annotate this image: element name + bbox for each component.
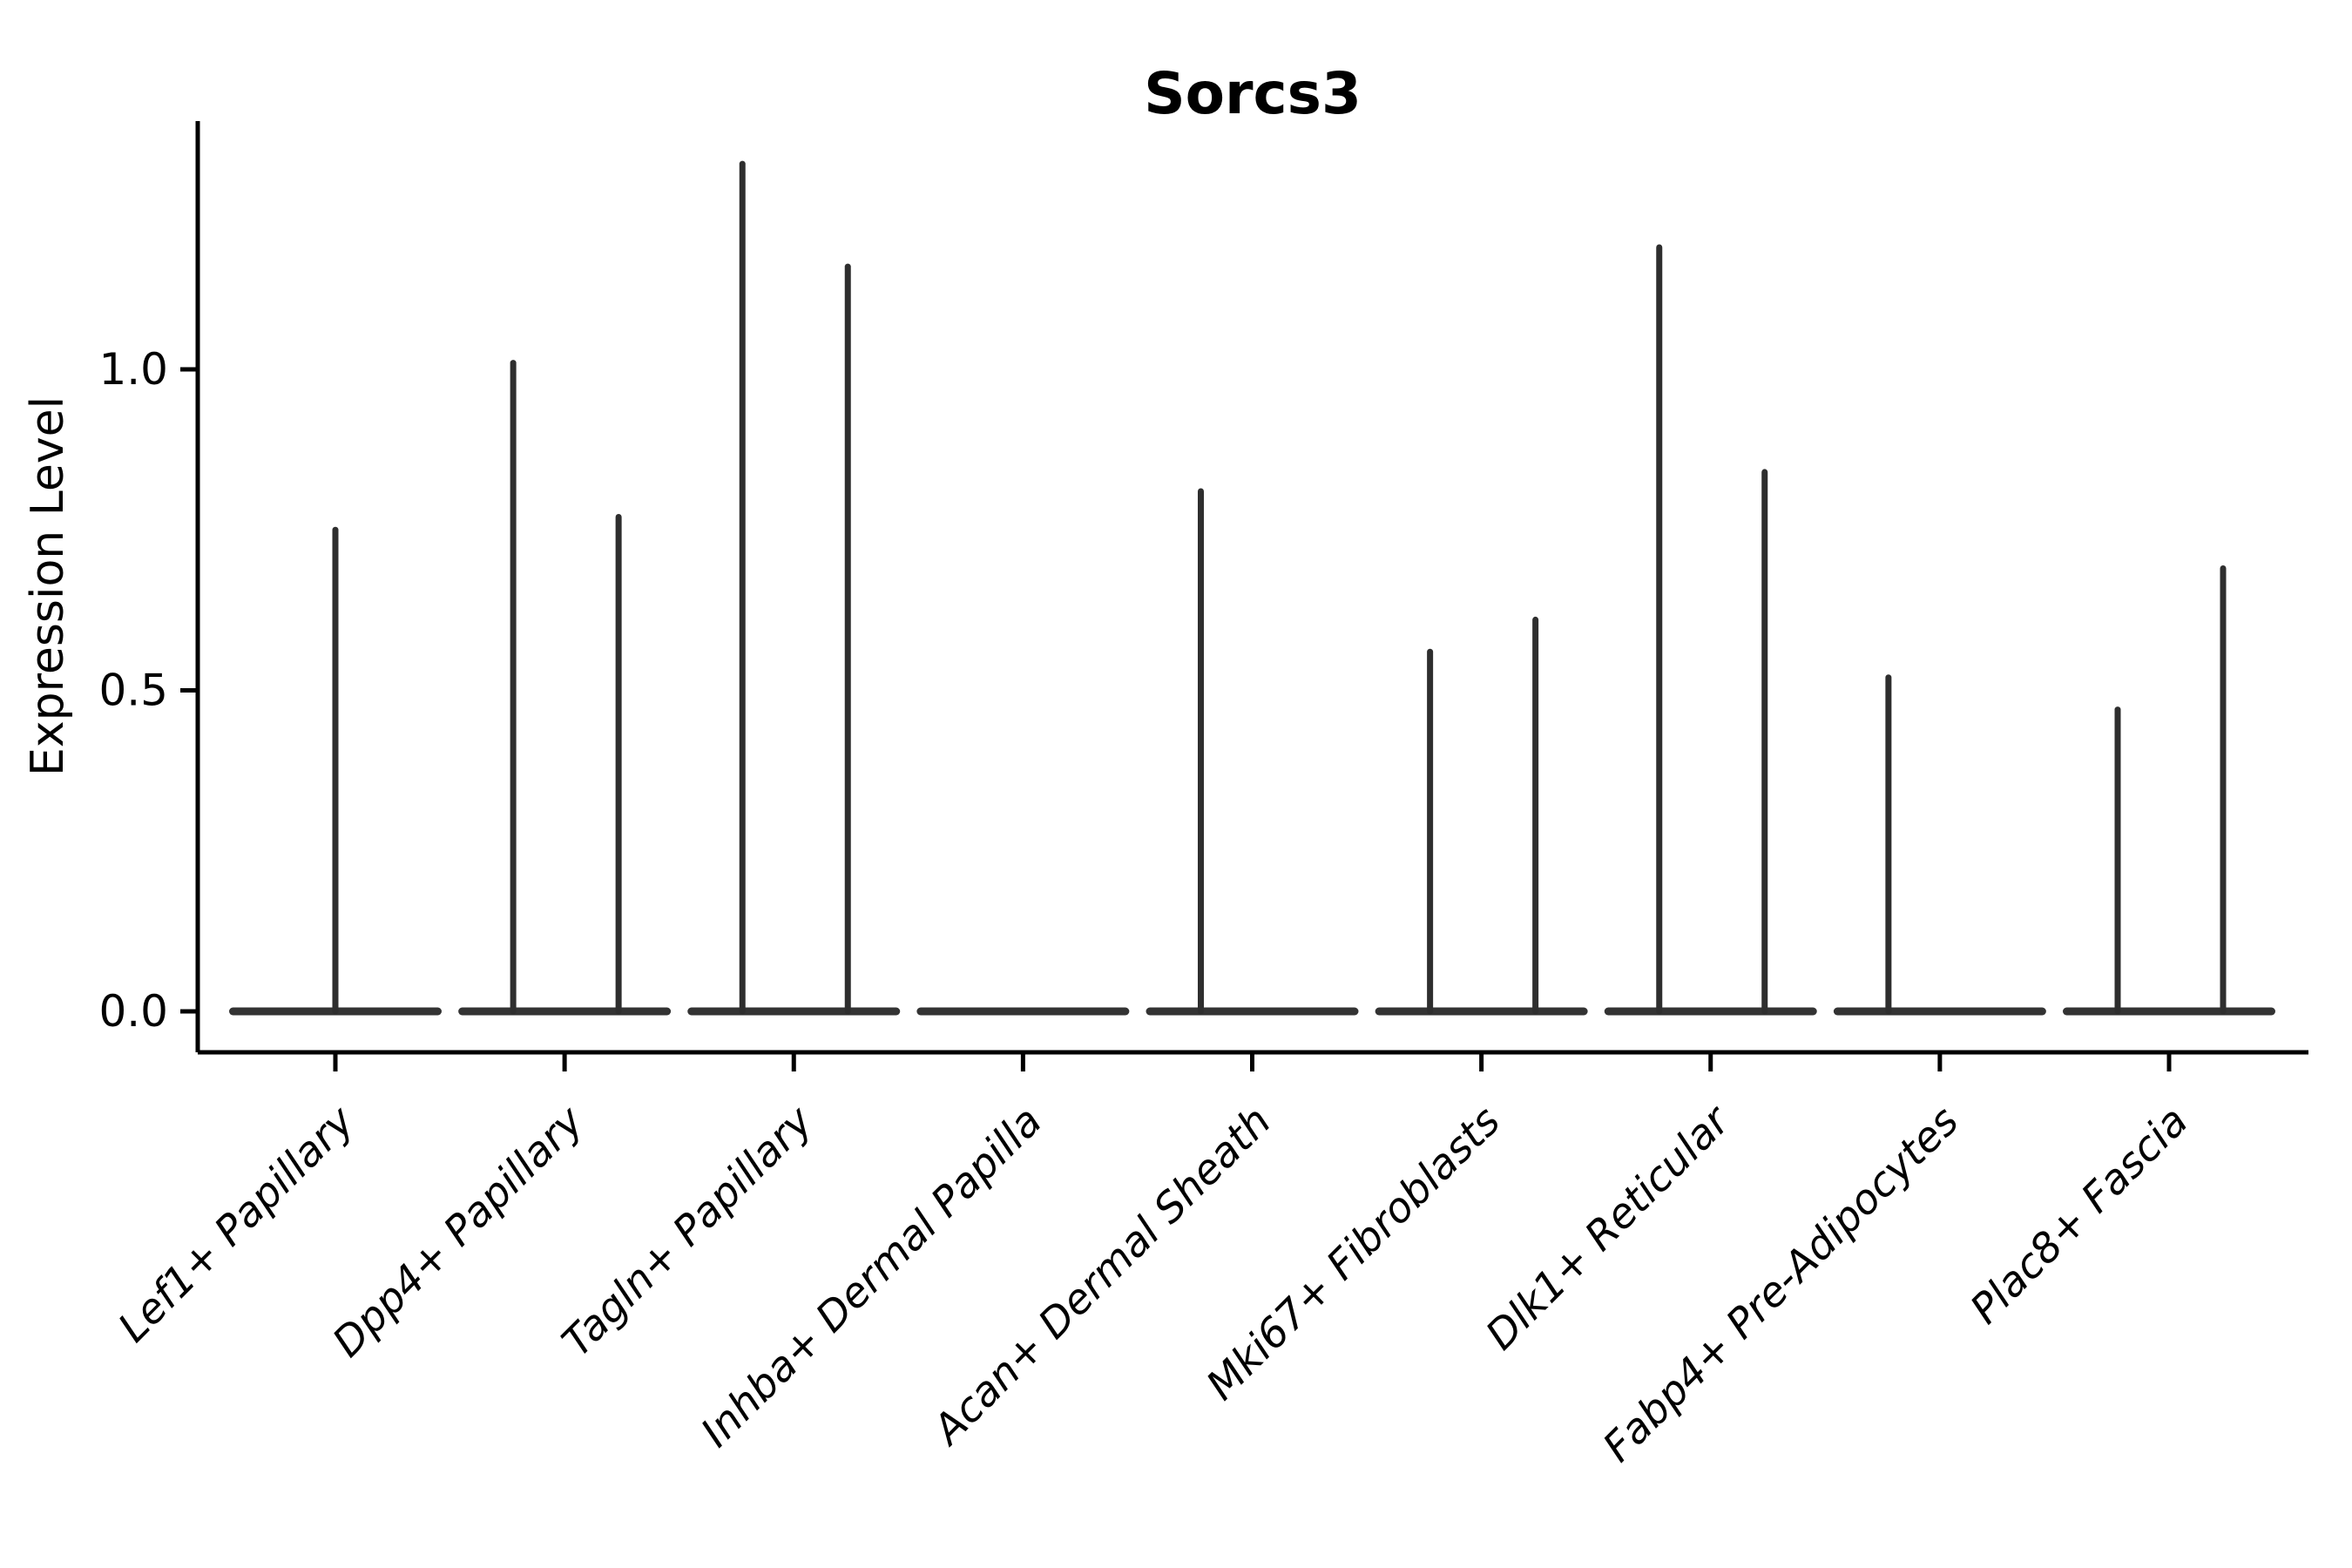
violin-base [2063, 1007, 2275, 1016]
x-tick-label: Lef1+ Papillary [109, 1097, 364, 1352]
x-tick-label: Tagln+ Papillary [553, 1097, 823, 1367]
y-tick-label: 1.0 [98, 344, 168, 395]
violin [1146, 488, 1359, 1016]
violin-base [1146, 1007, 1359, 1016]
violin [2063, 564, 2275, 1016]
violin [458, 360, 672, 1016]
violin [1833, 674, 2046, 1016]
violins-layer [229, 160, 2275, 1016]
violin-base [458, 1007, 672, 1016]
y-axis-label: Expression Level [22, 396, 74, 776]
x-tick-label: Plac8+ Fascia [1961, 1098, 2197, 1334]
violin-base [1833, 1007, 2046, 1016]
violin [229, 526, 442, 1016]
violin [1604, 244, 1817, 1016]
violin [687, 160, 901, 1016]
violin-base [916, 1007, 1130, 1016]
x-tick-label: Dlk1+ Reticular [1477, 1096, 1740, 1360]
violin [1375, 616, 1588, 1016]
y-tick-label: 0.5 [98, 666, 168, 716]
violin-base [687, 1007, 901, 1016]
violin-base [1604, 1007, 1817, 1016]
chart-title: Sorcs3 [1144, 60, 1362, 127]
x-tick-label: Dpp4+ Papillary [323, 1097, 593, 1367]
violin-base [1375, 1007, 1588, 1016]
y-tick-label: 0.0 [98, 986, 168, 1037]
violin [916, 1007, 1130, 1016]
